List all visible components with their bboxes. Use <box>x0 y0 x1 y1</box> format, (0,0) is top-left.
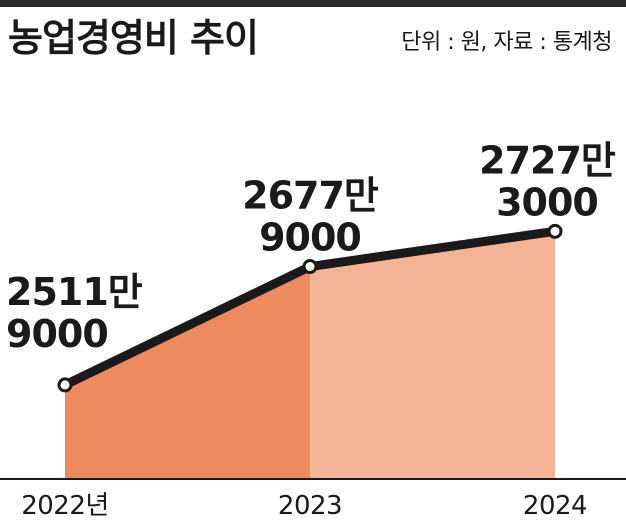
data-label-2023-line-1: 2677만 <box>242 174 379 218</box>
x-tick-label-2024: 2024 <box>523 491 587 521</box>
data-points <box>57 223 563 393</box>
area-segment-1 <box>65 266 310 479</box>
x-tick-labels: 2022년 2023 2024 <box>21 491 587 521</box>
data-label-2023-line-2: 9000 <box>259 216 361 260</box>
data-label-2022년-line-2: 9000 <box>6 312 108 356</box>
data-label-2024-line-2: 3000 <box>496 180 598 224</box>
area-segment-2 <box>310 231 555 479</box>
top-rule <box>0 0 626 7</box>
data-point-2022년 <box>57 377 73 393</box>
x-tick-label-2023: 2023 <box>278 491 342 521</box>
data-label-2022년-line-1: 2511만 <box>6 270 143 314</box>
area-fills <box>65 231 555 479</box>
x-tick-label-2022년: 2022년 <box>21 491 109 521</box>
data-point-2024 <box>547 223 563 239</box>
data-label-2024-line-1: 2727만 <box>479 138 616 182</box>
data-point-2023 <box>302 259 318 275</box>
unit-source-note: 단위 : 원, 자료 : 통계청 <box>401 30 612 55</box>
chart-title: 농업경영비 추이 <box>8 16 259 60</box>
